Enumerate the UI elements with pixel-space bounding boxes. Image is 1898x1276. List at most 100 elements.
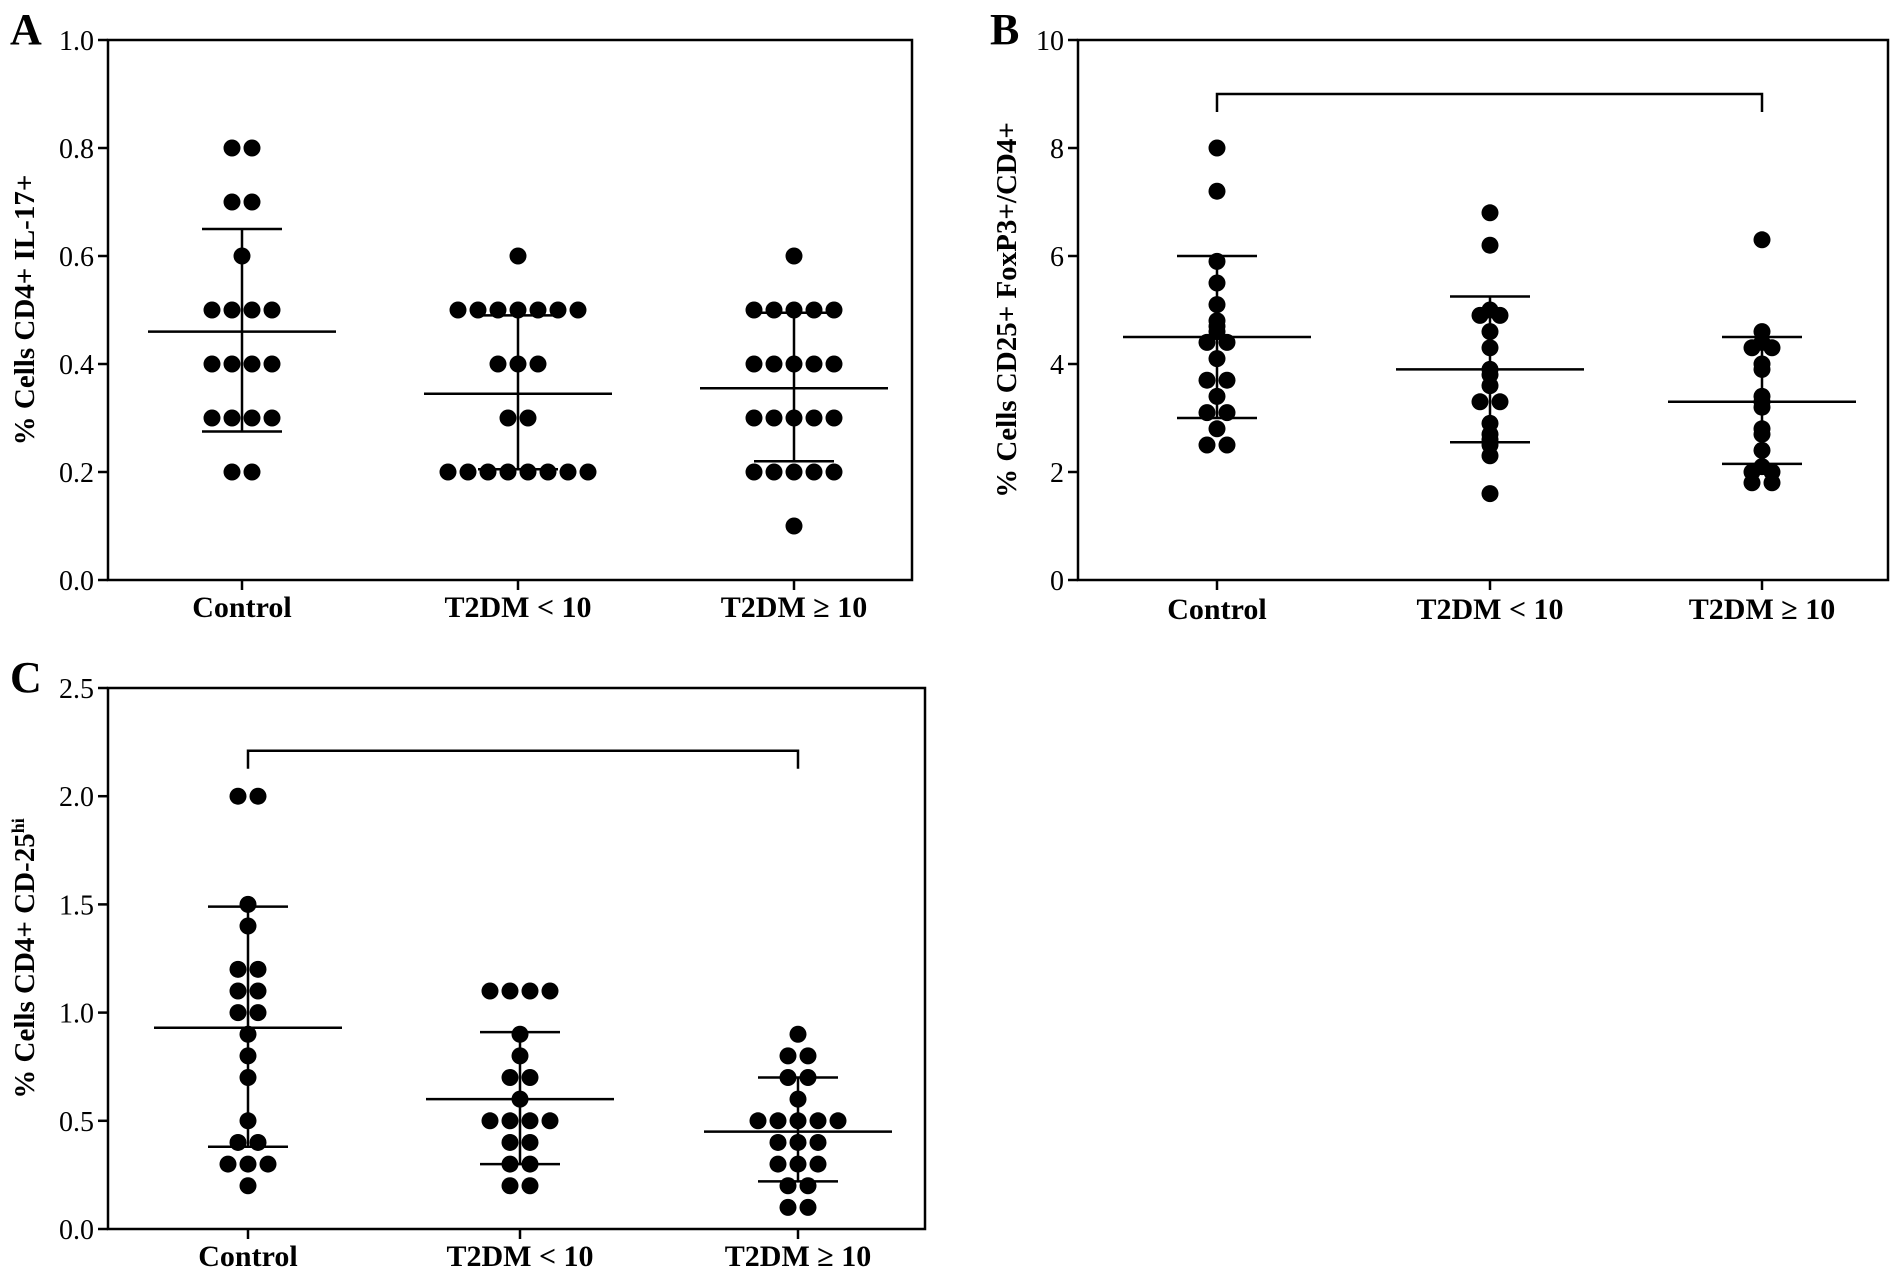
data-point xyxy=(239,1177,257,1195)
y-tick-label: 1.0 xyxy=(59,999,94,1030)
y-tick-label: 0.8 xyxy=(59,134,94,165)
y-tick-label: 2 xyxy=(1050,458,1064,489)
y-tick-label: 0.6 xyxy=(59,242,94,273)
data-point xyxy=(1753,398,1771,416)
x-tick-label: T2DM ≥ 10 xyxy=(1689,593,1835,626)
data-point xyxy=(249,982,267,1000)
data-point xyxy=(521,1112,539,1130)
data-point xyxy=(229,787,247,805)
data-point xyxy=(499,409,517,427)
y-tick-label: 10 xyxy=(1036,26,1064,57)
data-point xyxy=(785,409,803,427)
data-point xyxy=(1218,436,1236,454)
x-tick-label: Control xyxy=(192,591,291,624)
data-point xyxy=(223,463,241,481)
data-point xyxy=(243,301,261,319)
data-point xyxy=(1753,360,1771,378)
data-point xyxy=(509,355,527,373)
x-tick-label: T2DM ≥ 10 xyxy=(721,591,867,624)
data-point xyxy=(489,355,507,373)
data-point xyxy=(765,409,783,427)
significance-bracket xyxy=(246,749,800,769)
panel-letter: A xyxy=(10,5,42,54)
data-point xyxy=(1753,441,1771,459)
data-point xyxy=(829,1112,847,1130)
y-tick-label: 8 xyxy=(1050,134,1064,165)
data-point xyxy=(243,193,261,211)
x-tick-label: T2DM < 10 xyxy=(1416,593,1563,626)
data-point xyxy=(239,1069,257,1087)
data-point xyxy=(779,1198,797,1216)
data-point xyxy=(223,355,241,373)
y-tick-label: 0.0 xyxy=(59,1215,94,1246)
data-point xyxy=(459,463,477,481)
data-point xyxy=(769,1133,787,1151)
data-point xyxy=(511,1090,529,1108)
data-point xyxy=(243,355,261,373)
data-point xyxy=(805,409,823,427)
data-point xyxy=(789,1155,807,1173)
data-point xyxy=(501,1112,519,1130)
y-axis-title: % Cells CD4+ IL-17+ xyxy=(9,175,41,446)
data-point xyxy=(1208,139,1226,157)
plot-frame xyxy=(106,38,914,582)
y-tick-label: 1.5 xyxy=(59,890,94,921)
data-point xyxy=(1198,404,1216,422)
data-point xyxy=(439,463,457,481)
data-point xyxy=(799,1198,817,1216)
data-point xyxy=(203,301,221,319)
data-point xyxy=(799,1177,817,1195)
data-point xyxy=(541,982,559,1000)
data-point xyxy=(219,1155,237,1173)
series-group xyxy=(1123,139,1311,454)
data-point xyxy=(779,1047,797,1065)
data-point xyxy=(765,355,783,373)
series-group xyxy=(426,982,614,1195)
data-point xyxy=(769,1155,787,1173)
data-point xyxy=(539,463,557,481)
data-point xyxy=(1471,393,1489,411)
data-point xyxy=(745,355,763,373)
data-point xyxy=(785,301,803,319)
data-point xyxy=(769,1112,787,1130)
data-point xyxy=(501,1177,519,1195)
data-point xyxy=(765,301,783,319)
y-tick-label: 0.2 xyxy=(59,458,94,489)
x-tick-label: T2DM ≥ 10 xyxy=(725,1240,871,1271)
data-point xyxy=(239,895,257,913)
data-point xyxy=(785,355,803,373)
data-point xyxy=(825,463,843,481)
data-point xyxy=(1481,485,1499,503)
panel-letter: B xyxy=(990,5,1019,54)
data-point xyxy=(233,247,251,265)
data-point xyxy=(479,463,497,481)
data-point xyxy=(569,301,587,319)
data-point xyxy=(223,139,241,157)
y-tick-label: 1.0 xyxy=(59,26,94,57)
data-point xyxy=(223,301,241,319)
data-point xyxy=(1743,474,1761,492)
panel-letter: C xyxy=(10,653,42,702)
data-point xyxy=(805,463,823,481)
data-point xyxy=(249,1133,267,1151)
data-point xyxy=(501,1155,519,1173)
data-point xyxy=(809,1112,827,1130)
data-point xyxy=(509,301,527,319)
data-point xyxy=(805,301,823,319)
y-tick-label: 2.5 xyxy=(59,674,94,705)
data-point xyxy=(519,409,537,427)
data-point xyxy=(1491,306,1509,324)
data-point xyxy=(579,463,597,481)
data-point xyxy=(203,409,221,427)
data-point xyxy=(825,301,843,319)
series-group xyxy=(1668,231,1856,492)
data-point xyxy=(785,247,803,265)
data-point xyxy=(1763,339,1781,357)
data-point xyxy=(449,301,467,319)
y-axis-title: % Cells CD25+ FoxP3+/CD4+ xyxy=(991,122,1023,498)
data-point xyxy=(1743,339,1761,357)
data-point xyxy=(1198,371,1216,389)
y-axis-title: % Cells CD4+ CD-25hi xyxy=(8,818,41,1098)
panel-a: A 0.0 0.2 0.4 0.6 0.8 1.0 % Cells CD4+ IL-17+ Co… xyxy=(9,5,914,624)
data-point xyxy=(501,1133,519,1151)
